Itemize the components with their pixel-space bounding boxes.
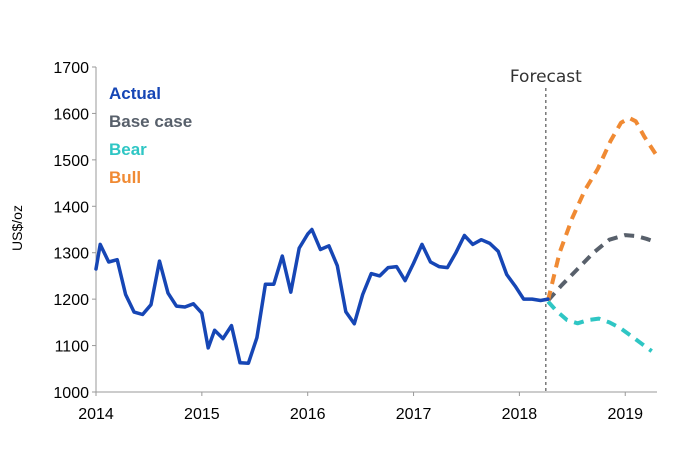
x-tick-label: 2018 bbox=[502, 406, 538, 423]
legend-entry-bear: Bear bbox=[109, 140, 147, 159]
y-ticks: 1000 1100 1200 1300 1400 1500 1600 1700 bbox=[53, 60, 96, 402]
y-tick-label: 1400 bbox=[53, 199, 89, 216]
series-line-bear bbox=[546, 300, 653, 353]
forecast-marker: Forecast bbox=[510, 67, 582, 392]
y-tick-label: 1600 bbox=[53, 106, 89, 123]
legend-entry-actual: Actual bbox=[109, 84, 161, 103]
y-tick-label: 1200 bbox=[53, 292, 89, 309]
x-tick-label: 2015 bbox=[184, 406, 220, 423]
y-tick-label: 1700 bbox=[53, 60, 89, 77]
series-line-base-case bbox=[546, 233, 658, 302]
x-tick-label: 2019 bbox=[607, 406, 643, 423]
series-line-actual bbox=[94, 227, 550, 365]
legend-entry-bull: Bull bbox=[109, 168, 141, 187]
legend: Actual Base case Bear Bull bbox=[109, 84, 192, 187]
series-line-bull bbox=[546, 116, 659, 301]
series-group bbox=[94, 116, 659, 365]
x-tick-label: 2016 bbox=[290, 406, 326, 423]
y-tick-label: 1500 bbox=[53, 153, 89, 170]
x-tick-label: 2017 bbox=[396, 406, 432, 423]
x-tick-label: 2014 bbox=[78, 406, 114, 423]
forecast-annotation: Forecast bbox=[510, 67, 582, 87]
y-tick-label: 1000 bbox=[53, 385, 89, 402]
x-ticks: 2014 2015 2016 2017 2018 2019 bbox=[78, 392, 643, 423]
y-axis-label: US$/oz bbox=[9, 205, 25, 251]
legend-entry-base-case: Base case bbox=[109, 112, 192, 131]
y-tick-label: 1100 bbox=[55, 339, 90, 356]
y-tick-label: 1300 bbox=[53, 246, 89, 263]
